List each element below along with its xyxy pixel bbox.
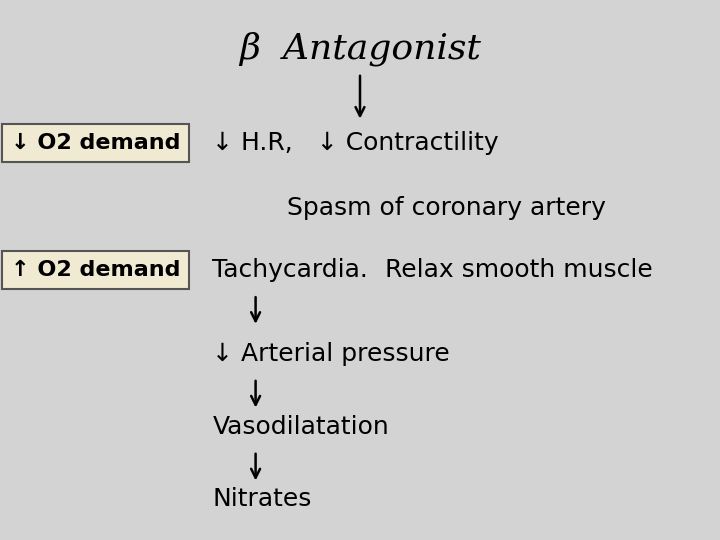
Text: ↑ O2 demand: ↑ O2 demand	[11, 260, 180, 280]
Text: Nitrates: Nitrates	[212, 488, 312, 511]
Text: ↓ O2 demand: ↓ O2 demand	[11, 133, 180, 153]
Text: Spasm of coronary artery: Spasm of coronary artery	[287, 196, 606, 220]
Text: β  Antagonist: β Antagonist	[239, 31, 481, 66]
Text: Tachycardia.: Tachycardia.	[212, 258, 368, 282]
Text: Vasodilatation: Vasodilatation	[212, 415, 389, 438]
Text: ↓ Arterial pressure: ↓ Arterial pressure	[212, 342, 450, 366]
Text: ↓ H.R,   ↓ Contractility: ↓ H.R, ↓ Contractility	[212, 131, 499, 155]
Text: Relax smooth muscle: Relax smooth muscle	[384, 258, 652, 282]
